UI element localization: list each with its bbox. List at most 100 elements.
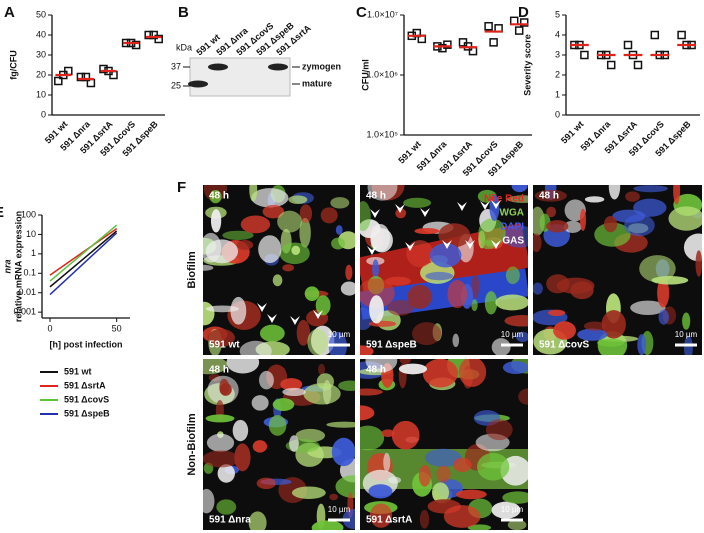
arrowhead — [370, 209, 380, 218]
panel-letter: C — [356, 4, 367, 21]
cell-cluster — [369, 503, 393, 528]
y-tick-label: 5 — [555, 9, 560, 19]
blot-band — [208, 63, 228, 71]
cell-cluster — [291, 245, 301, 256]
strain-label: 591 wt — [209, 340, 240, 351]
cell-cluster — [502, 491, 528, 504]
cell-cluster — [603, 215, 618, 233]
channel-legend: GAS — [502, 236, 524, 247]
cell-cluster — [424, 448, 462, 467]
cell-cluster — [207, 328, 235, 347]
series-line — [49, 232, 118, 296]
y-tick-label: 2 — [555, 69, 560, 79]
y-tick-label: 10 — [26, 229, 36, 239]
cell-cluster — [453, 457, 472, 473]
panel-letter: B — [178, 4, 189, 21]
cell-cluster — [365, 359, 398, 373]
cell-cluster — [502, 225, 528, 248]
y-axis-label: relative mRNA expression — [13, 211, 23, 322]
cell-cluster — [507, 195, 528, 203]
arrowhead — [491, 200, 501, 209]
y-tick-label: 0.1 — [23, 268, 36, 278]
cell-cluster — [398, 363, 428, 375]
cell-cluster — [399, 359, 411, 365]
cell-cluster — [217, 464, 235, 483]
cell-cluster — [240, 215, 271, 234]
y-tick-label: 40 — [36, 29, 46, 39]
legend-label: 591 ΔsrtA — [64, 380, 106, 390]
arrowhead — [290, 316, 300, 325]
cell-cluster — [331, 237, 345, 250]
time-label: 48 h — [209, 191, 229, 202]
scale-label: 10 µm — [675, 330, 698, 339]
y-tick-label: 100 — [21, 209, 36, 219]
cell-cluster — [318, 363, 326, 376]
legend-label: 591 ΔspeB — [64, 408, 110, 418]
cell-cluster — [391, 420, 420, 450]
cell-cluster — [630, 300, 666, 316]
cell-cluster — [252, 440, 268, 453]
cell-cluster — [205, 239, 239, 264]
arrowhead — [267, 314, 277, 323]
arrowhead — [313, 310, 323, 319]
cell-cluster — [219, 378, 230, 395]
cell-cluster — [579, 208, 587, 232]
cell-cluster — [272, 398, 295, 411]
cell-cluster — [360, 278, 395, 309]
cell-cluster — [230, 296, 247, 325]
cell-cluster — [268, 415, 287, 436]
cell-cluster — [403, 197, 432, 208]
cell-cluster — [277, 210, 302, 233]
cell-cluster — [360, 405, 375, 421]
data-point — [606, 60, 616, 70]
data-point — [81, 72, 91, 82]
cell-cluster — [414, 228, 440, 235]
cell-cluster — [236, 240, 254, 250]
data-point — [677, 30, 686, 40]
cell-cluster — [485, 419, 513, 441]
arrowhead — [257, 303, 267, 312]
cell-cluster — [533, 233, 542, 253]
cell-cluster — [226, 359, 260, 374]
cell-cluster — [368, 484, 393, 499]
y-tick-label: 4 — [555, 29, 560, 39]
cell-cluster — [452, 333, 460, 348]
strain-label: 591 ΔsrtA — [366, 515, 412, 526]
unit-label: kDa — [176, 42, 192, 52]
cell-cluster — [504, 315, 528, 327]
cell-cluster — [256, 477, 276, 490]
cell-cluster — [205, 305, 239, 313]
cell-cluster — [608, 185, 621, 200]
strain-label: 591 Δnra — [209, 515, 251, 526]
cell-cluster — [251, 395, 269, 411]
y-tick-label: 1 — [555, 89, 560, 99]
data-point — [54, 76, 63, 86]
arrowhead — [367, 246, 377, 255]
y-tick-label: 30 — [36, 49, 46, 59]
data-point — [633, 60, 643, 70]
cell-cluster — [289, 435, 299, 452]
cell-cluster — [248, 511, 267, 530]
blot-band — [268, 63, 288, 71]
cell-cluster — [548, 309, 566, 317]
cell-cluster — [491, 501, 521, 519]
cell-cluster — [546, 220, 569, 233]
arrowhead — [442, 240, 452, 249]
cell-cluster — [467, 524, 492, 530]
cell-cluster — [381, 429, 395, 438]
cell-cluster — [203, 450, 240, 468]
cell-cluster — [477, 452, 510, 481]
cell-cluster — [360, 388, 383, 396]
series-line — [49, 227, 118, 276]
cell-cluster — [658, 309, 669, 325]
cell-cluster — [239, 340, 272, 355]
cell-cluster — [507, 519, 527, 530]
cell-cluster — [422, 359, 458, 388]
cell-cluster — [495, 294, 528, 311]
y-axis-label: nra — [2, 259, 12, 273]
channel-legend: WGA — [500, 208, 524, 219]
y-tick-label: 20 — [36, 69, 46, 79]
band-label: zymogen — [302, 61, 341, 71]
cell-cluster — [412, 322, 442, 346]
cell-cluster — [360, 425, 385, 451]
